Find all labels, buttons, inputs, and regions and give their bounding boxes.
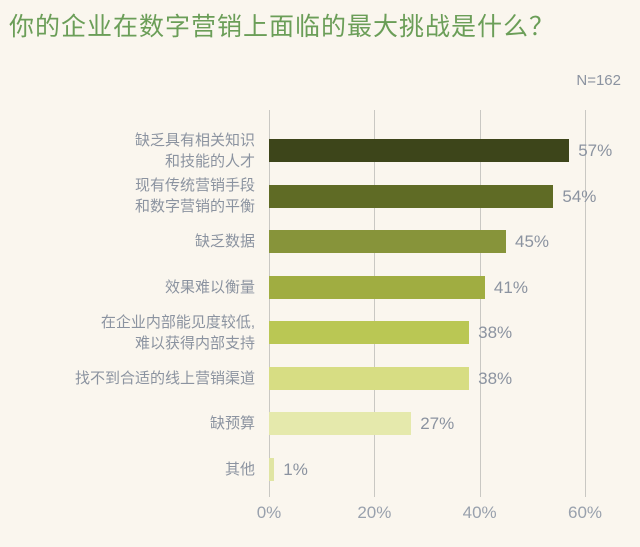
bar xyxy=(269,366,470,390)
gridline-60% xyxy=(585,110,586,497)
value-label: 57% xyxy=(578,141,613,160)
category-label: 缺预算 xyxy=(209,415,255,432)
bar xyxy=(269,230,506,253)
category-label: 效果难以衡量 xyxy=(164,278,255,296)
bar xyxy=(269,139,570,162)
chart-title: 你的企业在数字营销上面临的最大挑战是什么？ xyxy=(9,13,556,41)
category-label: 在企业内部能见度较低, 难以获得内部支持 xyxy=(100,313,255,352)
gridline-0% xyxy=(269,110,270,497)
category-label: 缺乏具有相关知识 和技能的人才 xyxy=(134,131,255,170)
value-label: 38% xyxy=(478,368,513,388)
bar xyxy=(269,184,554,208)
value-label: 1% xyxy=(283,459,308,479)
value-label: 41% xyxy=(493,277,528,297)
gridline-20% xyxy=(374,110,376,497)
category-label: 找不到合适的线上营销渠道 xyxy=(74,369,255,387)
value-label: 54% xyxy=(562,186,597,206)
gridline-40% xyxy=(479,110,481,497)
x-axis-tick-label: 60% xyxy=(567,503,603,522)
value-label: 45% xyxy=(515,232,550,251)
sample-size-label: N=162 xyxy=(576,72,621,89)
bar xyxy=(269,321,470,344)
bar xyxy=(269,412,412,435)
x-axis-tick-label: 40% xyxy=(462,503,497,522)
category-label: 缺乏数据 xyxy=(194,233,255,250)
x-axis-tick-label: 0% xyxy=(256,503,282,522)
category-label: 其他 xyxy=(224,460,255,478)
bar xyxy=(269,457,275,481)
value-label: 38% xyxy=(478,323,513,342)
bar xyxy=(269,275,485,299)
x-axis-tick-label: 20% xyxy=(357,503,392,522)
category-label: 现有传统营销手段 和数字营销的平衡 xyxy=(134,177,255,215)
value-label: 27% xyxy=(420,414,455,433)
